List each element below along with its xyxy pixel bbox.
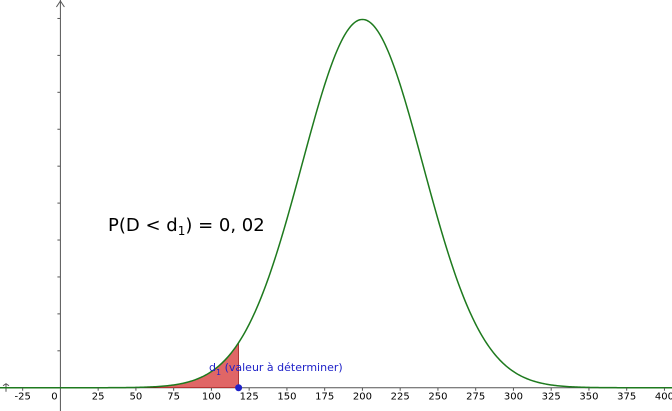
x-tick-label: -25 — [14, 392, 30, 403]
x-tick-label: 100 — [202, 392, 221, 403]
probability-annotation: P(D < d1) = 0, 02 — [108, 215, 265, 238]
x-tick-label: 275 — [466, 392, 485, 403]
x-tick-label: 225 — [391, 392, 410, 403]
x-tick-label: 125 — [240, 392, 259, 403]
x-tick-label: 25 — [92, 392, 105, 403]
d1-point-label: d1 (valeur à déterminer) — [209, 361, 343, 377]
d1-point[interactable] — [235, 384, 243, 392]
x-tick-label: 325 — [542, 392, 561, 403]
x-tick-label: 75 — [167, 392, 180, 403]
x-axis-ticks: -25 0 25 50 75 100 125 150 175 200 225 250 275 300 325… — [14, 387, 672, 403]
density-curve — [0, 18, 672, 389]
x-tick-label: 300 — [504, 392, 523, 403]
x-tick-label: 0 — [51, 392, 57, 403]
x-tick-label: 175 — [315, 392, 334, 403]
x-tick-label: 350 — [579, 392, 598, 403]
y-axis-arrow — [55, 0, 65, 8]
x-tick-label: 150 — [277, 392, 296, 403]
x-tick-label: 375 — [617, 392, 636, 403]
x-tick-label: 250 — [428, 392, 447, 403]
x-tick-label: 200 — [353, 392, 372, 403]
x-tick-label: 50 — [130, 392, 143, 403]
x-tick-label: 400 — [655, 392, 672, 403]
